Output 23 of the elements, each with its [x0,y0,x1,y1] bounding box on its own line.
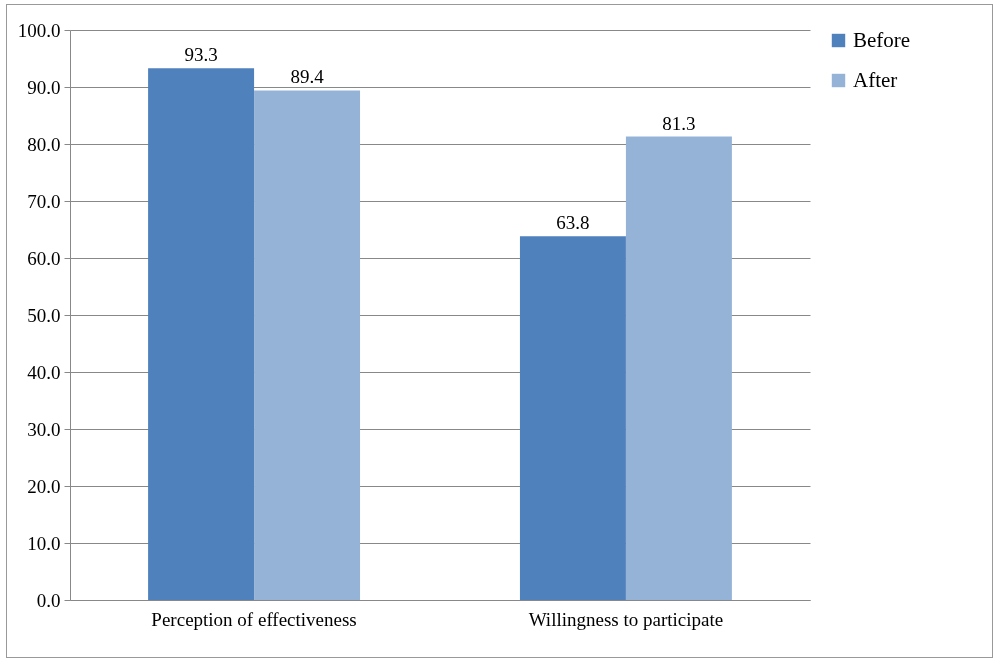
data-label: 81.3 [662,112,696,134]
data-label: 63.8 [556,212,590,234]
bar [519,236,626,600]
bar [148,68,255,600]
y-tick-label: 100.0 [17,19,61,41]
y-tick-label: 0.0 [36,589,61,611]
y-tick-label: 40.0 [27,361,61,383]
y-tick-label: 80.0 [27,133,61,155]
data-label: 89.4 [290,66,325,88]
y-tick-label: 50.0 [27,304,61,326]
y-tick-label: 20.0 [27,475,61,497]
y-tick-label: 70.0 [27,190,61,212]
data-label: 93.3 [184,44,218,66]
y-tick-label: 30.0 [27,418,61,440]
y-tick-label: 10.0 [27,532,61,554]
bar [625,136,732,600]
legend-label: Before [853,27,911,52]
bar [254,90,361,600]
x-tick-label: Willingness to participate [528,608,724,630]
y-tick-label: 60.0 [27,247,61,269]
legend-label: After [853,67,898,92]
y-tick-label: 90.0 [27,76,61,98]
x-tick-label: Perception of effectiveness [151,608,357,630]
